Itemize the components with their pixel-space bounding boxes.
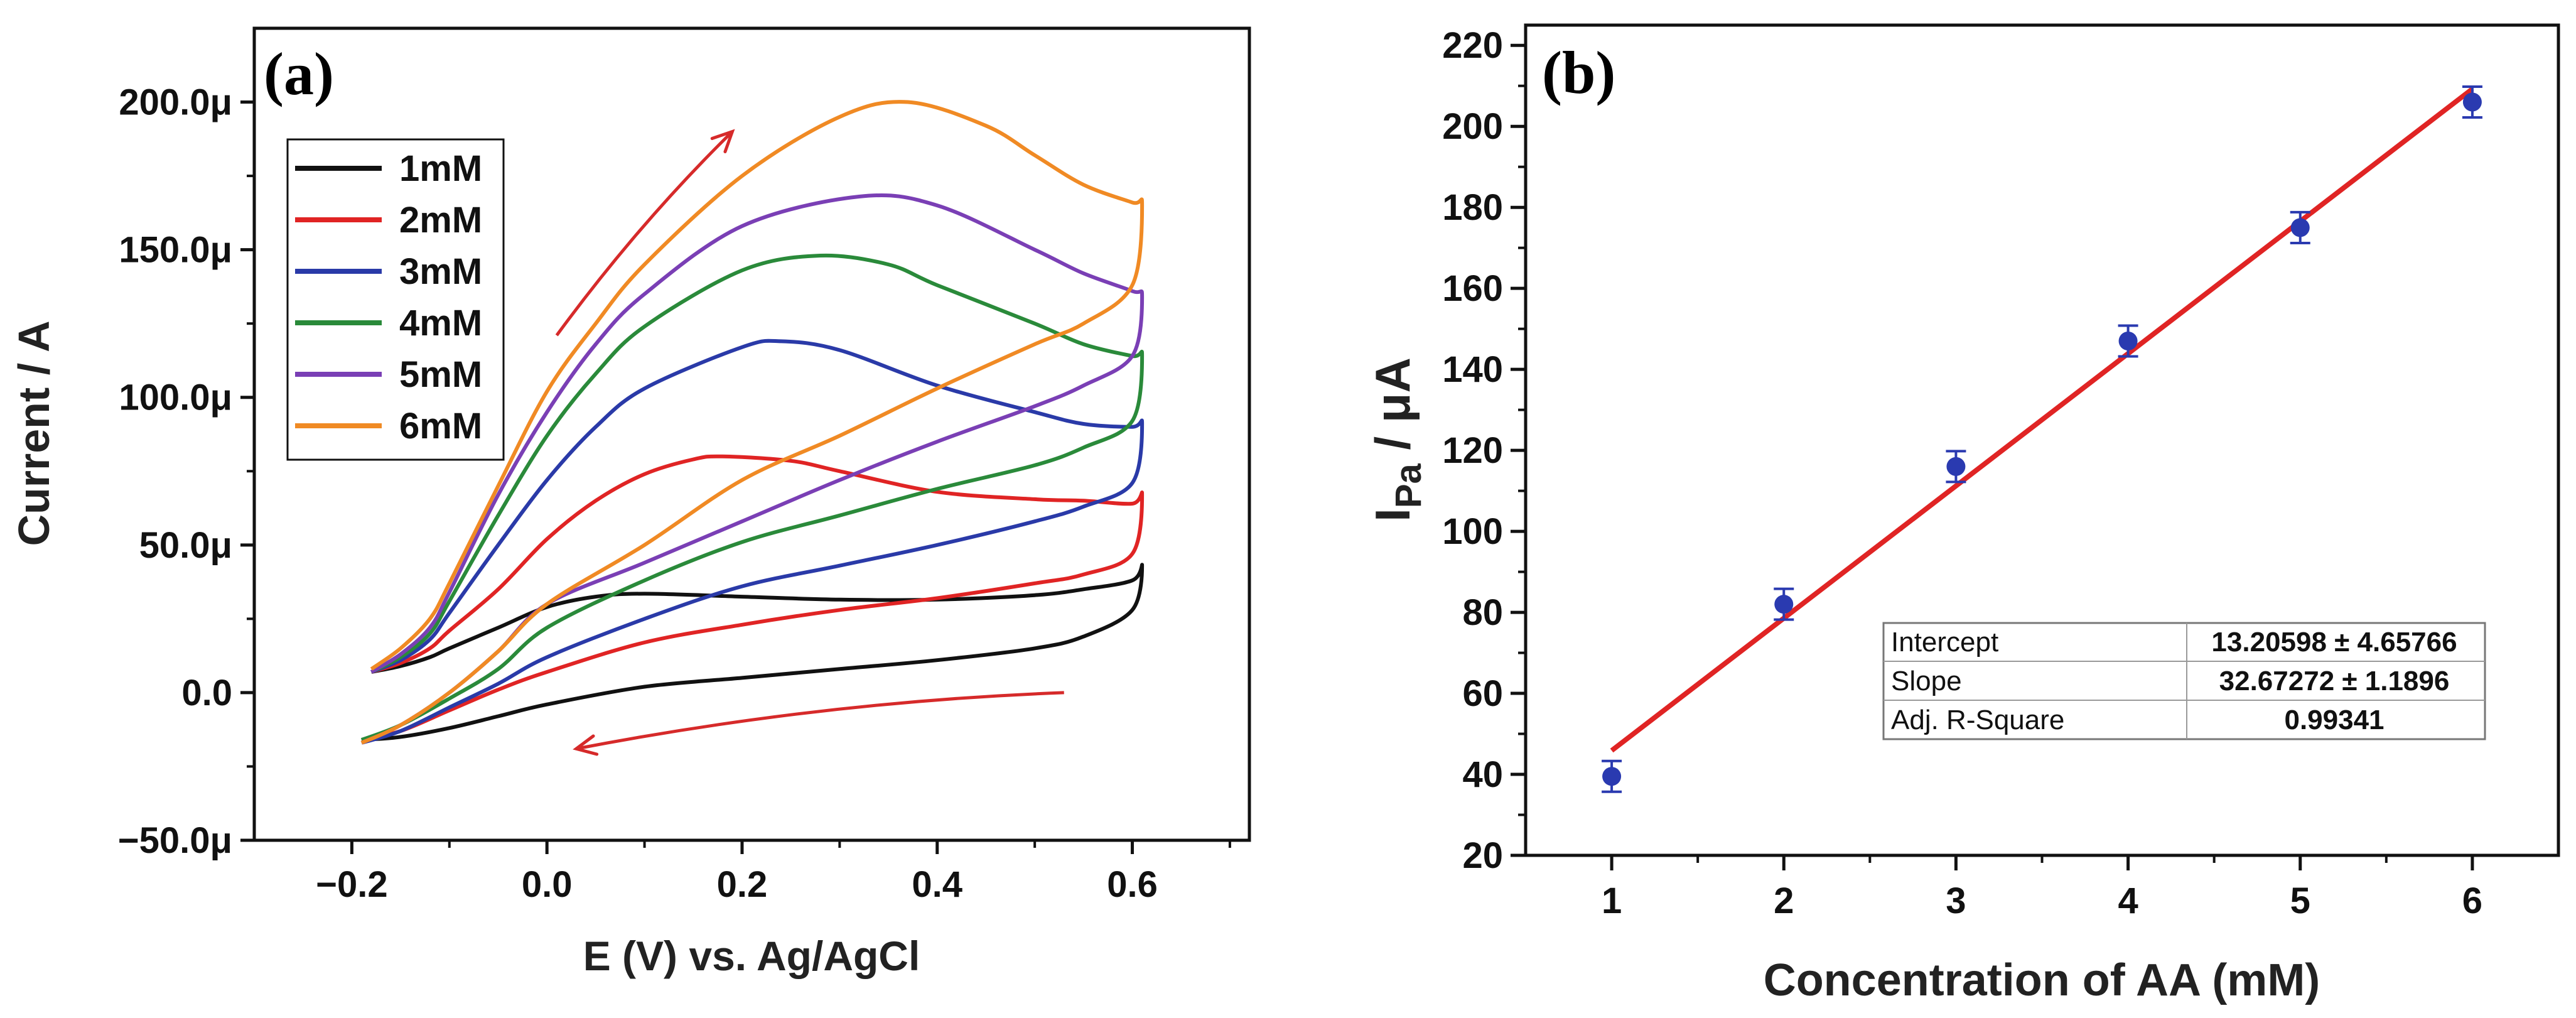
y-tick-label: 60: [1462, 673, 1503, 714]
scan-arrow-shaft: [555, 130, 734, 337]
panel-a-ticks: −0.2 0.0 0.2 0.4 0.6 −50.0μ 0.0 50.0μ 100.0μ 150.…: [118, 82, 1231, 905]
data-point: [1946, 457, 1966, 476]
data-point: [1602, 767, 1622, 786]
panel-a-cyclic-voltammetry: −0.2 0.0 0.2 0.4 0.6 −50.0μ 0.0 50.0μ 100.0μ 150.…: [9, 26, 1251, 979]
legend-entry-6mm: 6mM: [295, 406, 482, 447]
y-tick-label: 100: [1442, 511, 1503, 552]
x-tick-label: 5: [2290, 880, 2310, 921]
scan-arrow-head: [710, 129, 735, 154]
linear-fit-line: [1610, 87, 2474, 753]
legend-entry-1mm: 1mM: [295, 148, 482, 189]
legend-label-5mm: 5mM: [399, 354, 482, 395]
cv-curve-2mm: [361, 454, 1145, 742]
fit-results-table: Intercept 13.20598 ± 4.65766 Slope 32.67…: [1882, 622, 2486, 740]
legend-entry-3mm: 3mM: [295, 251, 482, 292]
y-tick-label: 180: [1442, 187, 1503, 228]
fit-table-box: [1882, 622, 2486, 740]
data-point-group: [1946, 450, 1966, 484]
y-tick-label: 150.0μ: [119, 230, 232, 271]
y-tick-label: 140: [1442, 349, 1503, 390]
y-tick-label: 160: [1442, 268, 1503, 309]
x-tick-label: 1: [1602, 880, 1622, 921]
data-point: [2462, 92, 2482, 112]
x-tick-label: 0.2: [717, 864, 768, 905]
panel-b-data-points: [1602, 85, 2482, 793]
legend-label-4mm: 4mM: [399, 303, 482, 344]
panel-b-x-axis-title: Concentration of AA (mM): [1764, 955, 2320, 1005]
x-tick-label: 2: [1774, 880, 1794, 921]
y-tick-label: 120: [1442, 430, 1503, 471]
data-point-group: [2290, 210, 2310, 244]
x-tick-label: 4: [2118, 880, 2138, 921]
panel-a-label: (a): [264, 40, 334, 107]
y-tick-label: 0.0: [181, 673, 232, 713]
x-tick-label: −0.2: [316, 864, 388, 905]
y-title-unit: / μA: [1365, 357, 1420, 463]
cv-curve-4mm: [360, 253, 1145, 742]
data-point-group: [2118, 324, 2138, 358]
legend-entry-2mm: 2mM: [295, 200, 482, 241]
panel-a-plot-frame: [252, 26, 1251, 842]
cv-curve-1mm: [361, 563, 1145, 742]
cv-curve-6mm: [360, 100, 1145, 745]
fit-slope-label: Slope: [1891, 666, 1962, 696]
fit-r-square-value: 0.99341: [2284, 705, 2384, 735]
y-tick-label: 100.0μ: [119, 377, 232, 418]
data-point-group: [2462, 85, 2482, 119]
x-tick-label: 3: [1946, 880, 1966, 921]
legend-label-1mm: 1mM: [399, 148, 482, 189]
scan-arrow-head: [573, 734, 599, 756]
legend-entry-5mm: 5mM: [295, 354, 482, 395]
panel-a-legend: 1mM 2mM 3mM 4mM 5mM 6mM: [286, 138, 505, 461]
legend-label-6mm: 6mM: [399, 406, 482, 447]
panel-b-y-axis-title: IPa / μA: [1365, 357, 1429, 522]
data-point: [1774, 595, 1794, 614]
scan-arrow-shaft: [576, 691, 1064, 750]
data-point-group: [1602, 759, 1622, 793]
x-tick-label: 0.0: [522, 864, 573, 905]
y-tick-label: 80: [1462, 592, 1503, 633]
cv-curve-3mm: [361, 338, 1145, 745]
data-point: [2118, 332, 2138, 351]
x-tick-label: 0.6: [1107, 864, 1158, 905]
panel-a-x-axis-title: E (V) vs. Ag/AgCl: [583, 933, 920, 979]
y-tick-label: 200.0μ: [119, 82, 232, 123]
y-tick-label: 220: [1442, 25, 1503, 66]
y-tick-label: 40: [1462, 754, 1503, 795]
y-title-main: I: [1365, 508, 1420, 522]
panel-b-ticks: 1 2 3 4 5 6 20 40 60 80 100 120 140 160 180 200 220: [1442, 25, 2482, 921]
fit-r-square-label: Adj. R-Square: [1891, 705, 2064, 735]
legend-box: [286, 138, 505, 461]
y-tick-label: 50.0μ: [139, 525, 232, 566]
y-title-subscript: Pa: [1388, 463, 1429, 508]
legend-label-2mm: 2mM: [399, 200, 482, 241]
data-point-group: [1774, 587, 1794, 621]
panel-b-label: (b): [1542, 39, 1615, 106]
x-tick-label: 0.4: [912, 864, 962, 905]
panel-a-curves: [360, 100, 1145, 745]
panel-a-scan-arrows: [555, 129, 1064, 756]
y-tick-label: 20: [1462, 835, 1503, 876]
y-tick-label: −50.0μ: [118, 820, 232, 861]
fit-intercept-value: 13.20598 ± 4.65766: [2211, 627, 2457, 658]
fit-intercept-label: Intercept: [1891, 627, 1998, 658]
fit-slope-value: 32.67272 ± 1.1896: [2219, 666, 2450, 696]
y-tick-label: 200: [1442, 106, 1503, 147]
data-point: [2290, 218, 2310, 237]
x-tick-label: 6: [2462, 880, 2482, 921]
panel-a-y-axis-title: Current / A: [9, 320, 58, 546]
legend-entry-4mm: 4mM: [295, 303, 482, 344]
legend-label-3mm: 3mM: [399, 251, 482, 292]
